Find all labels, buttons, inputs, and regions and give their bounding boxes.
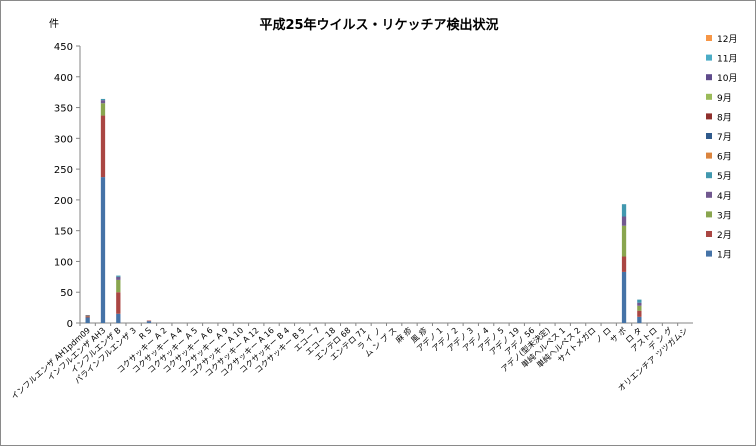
y-axis: 0 50 100 150 200 250 300 350 400 450 — [54, 42, 81, 330]
bar-segment — [85, 317, 90, 323]
bar-segment — [621, 271, 627, 323]
x-tick-label: ノ ロ — [593, 326, 613, 345]
bar-segment — [100, 115, 106, 178]
bars — [85, 98, 642, 323]
bar-segment — [116, 313, 121, 323]
y-tick-label: 100 — [54, 257, 73, 268]
legend-label: 12月 — [717, 34, 737, 45]
y-tick-label: 300 — [54, 134, 73, 145]
y-tick-label: 50 — [60, 288, 73, 299]
legend-swatch — [706, 250, 712, 257]
bar-segment — [85, 314, 90, 316]
bar-segment — [85, 315, 90, 317]
legend-label: 6月 — [717, 152, 732, 163]
y-tick-label: 200 — [54, 196, 73, 207]
bar-segment — [637, 310, 642, 317]
bar-segment — [85, 316, 90, 318]
bar-segment — [621, 216, 627, 226]
legend-label: 8月 — [717, 112, 732, 123]
legend-label: 2月 — [717, 230, 732, 241]
legend-swatch — [706, 231, 712, 237]
legend-label: 5月 — [717, 171, 732, 182]
bar-segment — [637, 316, 642, 323]
y-tick-label: 450 — [54, 42, 73, 53]
legend-label: 4月 — [717, 191, 732, 202]
legend-swatch — [706, 211, 712, 218]
legend-swatch — [706, 35, 712, 41]
bar-segment — [116, 275, 121, 277]
legend-swatch — [706, 133, 712, 139]
legend-swatch — [706, 54, 712, 61]
bar-segment — [100, 98, 106, 101]
x-tick-label: 麻 疹 — [393, 325, 413, 345]
legend-swatch — [706, 113, 712, 120]
chart-title: 平成25年ウイルス・リケッチア検出状況 — [259, 17, 498, 33]
y-tick-label: 0 — [67, 319, 73, 330]
y-tick-label: 400 — [54, 73, 73, 84]
legend: 12月 11月 10月 9月 8月 7月 6月 5月 4月 3月 2月 1月 — [706, 34, 737, 261]
legend-swatch — [706, 93, 712, 100]
bar-segment — [146, 320, 152, 322]
y-tick-label: 350 — [54, 104, 73, 115]
legend-swatch — [706, 74, 712, 81]
legend-label: 3月 — [717, 210, 732, 221]
bar-segment — [100, 100, 106, 104]
bar-segment — [100, 177, 106, 323]
legend-label: 11月 — [717, 54, 737, 65]
y-tick-label: 150 — [54, 227, 73, 238]
bar-segment — [621, 225, 627, 257]
bar-segment — [116, 292, 121, 314]
legend-swatch — [706, 152, 712, 159]
bar-segment — [637, 305, 642, 311]
legend-label: 7月 — [717, 132, 732, 143]
bar-segment — [637, 302, 642, 306]
legend-label: 9月 — [717, 93, 732, 104]
bar-segment — [100, 103, 106, 116]
bar-segment — [116, 276, 121, 280]
legend-swatch — [706, 172, 712, 179]
bar-segment — [116, 279, 121, 293]
bar-segment — [621, 256, 627, 272]
y-tick-label: 250 — [54, 165, 73, 176]
y-axis-unit: 件 — [49, 18, 59, 30]
bar-segment — [146, 321, 152, 323]
legend-label: 10月 — [717, 73, 737, 84]
x-tick-label: サ ポ — [609, 326, 629, 345]
bar-segment — [621, 204, 627, 217]
legend-swatch — [706, 191, 712, 198]
legend-label: 1月 — [717, 250, 732, 261]
bar-segment — [637, 299, 642, 303]
